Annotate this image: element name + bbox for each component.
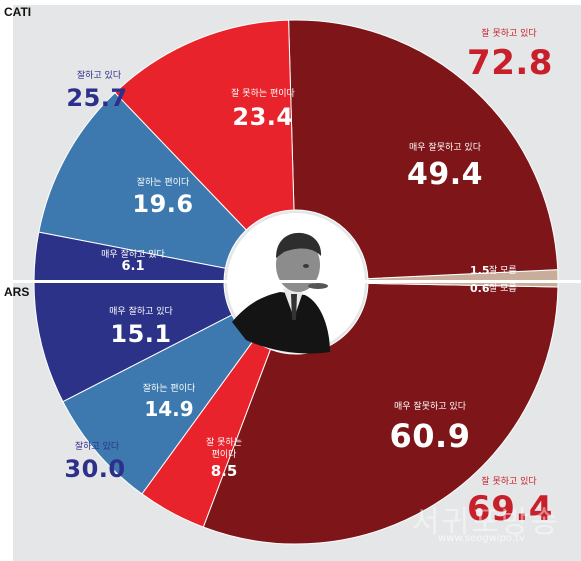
- cati-dk-value: 1.5: [470, 264, 490, 277]
- cati-slice-2: [114, 19, 295, 231]
- cati-verygood-value: 6.1: [121, 259, 145, 274]
- section-label-ars: ARS: [4, 285, 30, 299]
- cati-good-total-value: 25.7: [66, 84, 128, 112]
- ars-good-total-value: 30.0: [64, 455, 126, 483]
- ars-good-total-label: 잘하고 있다: [74, 442, 120, 452]
- ars-bad-label-1: 잘 못하는: [206, 438, 242, 448]
- ars-good-label: 잘하는 편이다: [142, 384, 196, 394]
- cati-verybad-label: 매우 잘못하고 있다: [409, 143, 481, 153]
- section-divider: [0, 280, 581, 283]
- cati-bad-total-label: 잘 못하고 있다: [481, 29, 537, 39]
- cati-slice-1: [288, 19, 559, 280]
- ars-bad-label-2: 편이다: [211, 450, 237, 460]
- ars-verybad-value: 60.9: [389, 417, 471, 455]
- ars-good-value: 14.9: [144, 397, 194, 421]
- ars-dk-value: 0.6: [470, 282, 490, 295]
- section-label-cati: CATI: [4, 5, 32, 19]
- portrait-image: [232, 232, 330, 354]
- ars-bad-total-value: 69.4: [467, 489, 553, 529]
- cati-slice-3: [38, 92, 247, 269]
- cati-good-value: 19.6: [132, 190, 194, 218]
- cati-good-total-label: 잘하고 있다: [76, 71, 122, 81]
- ars-bad-value: 8.5: [210, 462, 238, 480]
- cati-good-label: 잘하는 편이다: [136, 178, 190, 188]
- cati-bad-value: 23.4: [232, 103, 294, 131]
- ars-verygood-label: 매우 잘하고 있다: [109, 307, 173, 317]
- watermark-text: 서귀포방송: [412, 505, 560, 540]
- cati-verybad-value: 49.4: [406, 157, 484, 192]
- cati-verygood-label: 매우 잘하고 있다: [101, 250, 165, 260]
- cati-bad-total-value: 72.8: [467, 43, 553, 83]
- cati-dk-label: 잘 모름: [489, 266, 517, 276]
- ars-verygood-value: 15.1: [110, 320, 172, 348]
- watermark-url: www.seogwipo.tv: [438, 533, 525, 544]
- ars-slice-0: [33, 281, 233, 403]
- cati-bad-label: 잘 못하는 편이다: [231, 89, 295, 99]
- ars-dk-label: 잘 모름: [489, 284, 517, 294]
- ars-verybad-label: 매우 잘못하고 있다: [394, 402, 466, 412]
- ars-bad-total-label: 잘 못하고 있다: [481, 477, 537, 487]
